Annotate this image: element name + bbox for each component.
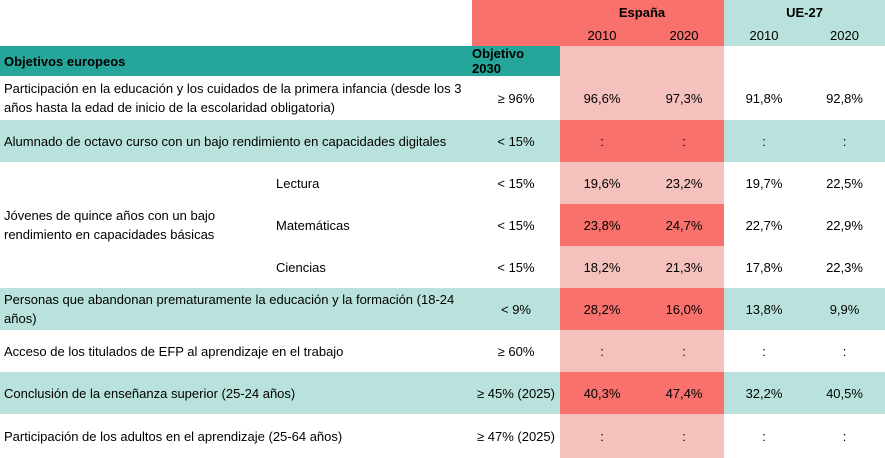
row-target: < 15% (497, 133, 535, 149)
cell-es-2020: 23,2% (644, 162, 724, 204)
year-es-2020: 2020 (644, 24, 724, 46)
row-target: ≥ 45% (2025) (477, 385, 555, 401)
row-label: Participación en la educación y los cuid… (4, 81, 462, 115)
row-label: Alumnado de octavo curso con un bajo ren… (4, 133, 447, 149)
year-eu-2020: 2020 (804, 24, 885, 46)
cell-eu-2010: 91,8% (745, 90, 783, 106)
col-target: Objetivo 2030 (472, 46, 560, 76)
row-target: < 15% (497, 259, 535, 275)
header-espana: España (560, 0, 724, 24)
cell-es-2010: 23,8% (560, 204, 644, 246)
cell-es-2010: 40,3% (560, 372, 644, 414)
table-row: Jóvenes de quince años con un bajo rendi… (0, 162, 885, 242)
year-eu-2010: 2010 (724, 24, 804, 46)
table-row: Matemáticas < 15% 23,8% 24,7% 22,7% 22,9… (0, 204, 885, 246)
header-blank (0, 0, 472, 24)
cell-es-2010: 28,2% (560, 288, 644, 330)
table-row: Conclusión de la enseñanza superior (25-… (0, 372, 885, 414)
cell-eu-2020: 22,5% (826, 175, 863, 191)
row-label: Participación de los adultos en el apren… (4, 428, 343, 444)
cell-es-2020: 21,3% (644, 246, 724, 288)
row-label: Acceso de los titulados de EFP al aprend… (4, 343, 344, 359)
cell-eu-2020: : (842, 343, 847, 359)
subrow-label: Matemáticas (276, 217, 350, 233)
col-objectives: Objetivos europeos (0, 46, 472, 76)
cell-eu-2020: 40,5% (826, 385, 863, 401)
cell-eu-2010: : (762, 343, 766, 359)
cell-es-2020: : (644, 330, 724, 372)
row-label: Conclusión de la enseñanza superior (25-… (4, 385, 296, 401)
cell-es-2010: : (560, 414, 644, 458)
cell-eu-2020: : (842, 133, 847, 149)
row-target: ≥ 60% (497, 343, 535, 359)
cell-eu-2010: 22,7% (745, 217, 783, 233)
header-ue27: UE-27 (724, 0, 885, 24)
year-es-2010: 2010 (560, 24, 644, 46)
cell-eu-2010: 13,8% (745, 301, 783, 317)
cell-eu-2010: 19,7% (745, 175, 783, 191)
cell-es-2020: 47,4% (644, 372, 724, 414)
row-target: ≥ 96% (497, 90, 535, 106)
cell-eu-2010: 17,8% (745, 259, 783, 275)
cell-eu-2020: : (842, 428, 847, 444)
cell-eu-2020: 22,3% (826, 259, 863, 275)
table-row: Alumnado de octavo curso con un bajo ren… (0, 120, 885, 162)
table-row: Personas que abandonan prematuramente la… (0, 288, 885, 330)
cell-es-2020: 16,0% (644, 288, 724, 330)
cell-eu-2010: : (762, 428, 766, 444)
subrow-label: Ciencias (276, 259, 326, 275)
cell-es-2020: 97,3% (644, 76, 724, 120)
row-target: < 9% (501, 301, 531, 317)
table-row: Participación en la educación y los cuid… (0, 76, 885, 120)
row-target: ≥ 47% (2025) (477, 428, 555, 444)
cell-eu-2010: 32,2% (745, 385, 783, 401)
cell-es-2020: 24,7% (644, 204, 724, 246)
cell-es-2010: 96,6% (560, 76, 644, 120)
table-row: Acceso de los titulados de EFP al aprend… (0, 330, 885, 372)
cell-eu-2010: : (762, 133, 766, 149)
cell-eu-2020: 92,8% (826, 90, 863, 106)
cell-es-2010: 19,6% (560, 162, 644, 204)
row-target: < 15% (497, 175, 535, 191)
cell-eu-2020: 9,9% (829, 301, 860, 317)
cell-eu-2020: 22,9% (826, 217, 863, 233)
row-label: Personas que abandonan prematuramente la… (4, 292, 455, 326)
table-row: Participación de los adultos en el apren… (0, 414, 885, 458)
cell-es-2020: : (644, 120, 724, 162)
cell-es-2020: : (644, 414, 724, 458)
subrow-label: Lectura (276, 175, 320, 191)
cell-es-2010: : (560, 120, 644, 162)
row-target: < 15% (497, 217, 535, 233)
table-row: Ciencias < 15% 18,2% 21,3% 17,8% 22,3% (0, 246, 885, 288)
cell-es-2010: : (560, 330, 644, 372)
cell-es-2010: 18,2% (560, 246, 644, 288)
group-label: Jóvenes de quince años con un bajo rendi… (4, 208, 216, 242)
